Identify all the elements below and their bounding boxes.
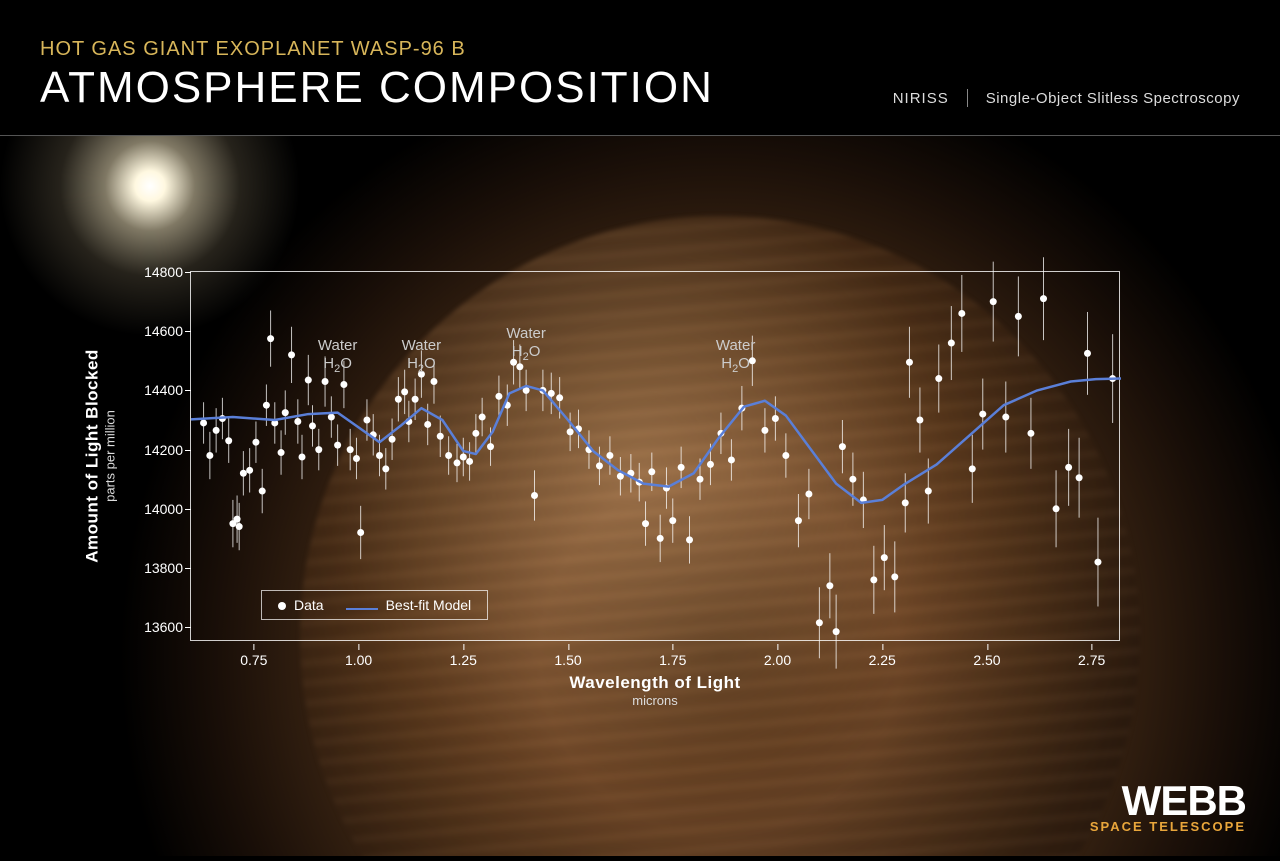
x-tick: 1.25	[450, 652, 477, 668]
main-title: ATMOSPHERE COMPOSITION	[40, 63, 714, 113]
y-axis-unit: parts per million	[103, 349, 118, 563]
y-tick: 13600	[133, 619, 183, 635]
webb-logo: WEBB SPACE TELESCOPE	[1090, 783, 1246, 834]
header-left: HOT GAS GIANT EXOPLANET WASP-96 b ATMOSP…	[40, 38, 714, 113]
x-tick: 0.75	[240, 652, 267, 668]
plot-svg	[191, 272, 1119, 640]
mode-label: Single-Object Slitless Spectroscopy	[986, 90, 1240, 107]
x-axis-title: Wavelength of Light	[569, 673, 740, 693]
y-tick: 14600	[133, 323, 183, 339]
object-subtitle: HOT GAS GIANT EXOPLANET WASP-96 b	[40, 38, 714, 61]
y-tick: 14200	[133, 442, 183, 458]
x-axis-unit: microns	[569, 693, 740, 708]
y-axis-title: Amount of Light Blocked	[83, 349, 103, 563]
header-right: NIRISS Single-Object Slitless Spectrosco…	[893, 89, 1240, 113]
x-tick: 2.00	[764, 652, 791, 668]
legend-dot-icon	[278, 602, 286, 610]
y-axis-label: Amount of Light Blocked parts per millio…	[83, 349, 118, 563]
water-annotation: WaterH2O	[318, 337, 357, 376]
water-annotation: WaterH2O	[716, 337, 755, 376]
y-tick: 14400	[133, 382, 183, 398]
y-tick: 14000	[133, 501, 183, 517]
x-axis-label: Wavelength of Light microns	[569, 673, 740, 708]
legend-model: Best-fit Model	[346, 597, 472, 613]
separator	[967, 89, 968, 107]
stage: Amount of Light Blocked parts per millio…	[0, 136, 1280, 856]
legend-data-label: Data	[294, 597, 324, 613]
spectrum-chart: Data Best-fit Model Wavelength of Light …	[190, 271, 1120, 641]
legend-data: Data	[278, 597, 324, 613]
x-tick: 2.75	[1078, 652, 1105, 668]
water-annotation: WaterH2O	[506, 325, 545, 364]
y-tick: 14800	[133, 264, 183, 280]
y-tick: 13800	[133, 560, 183, 576]
logo-sub: SPACE TELESCOPE	[1090, 819, 1246, 834]
x-tick: 1.75	[659, 652, 686, 668]
legend-model-label: Best-fit Model	[386, 597, 472, 613]
logo-brand: WEBB	[1090, 783, 1246, 819]
legend-line-icon	[346, 608, 378, 610]
water-annotation: WaterH2O	[402, 337, 441, 376]
x-tick: 2.50	[973, 652, 1000, 668]
instrument-label: NIRISS	[893, 90, 949, 107]
x-tick: 1.50	[554, 652, 581, 668]
x-tick: 2.25	[869, 652, 896, 668]
header-bar: HOT GAS GIANT EXOPLANET WASP-96 b ATMOSP…	[0, 0, 1280, 136]
legend-box: Data Best-fit Model	[261, 590, 488, 620]
x-tick: 1.00	[345, 652, 372, 668]
